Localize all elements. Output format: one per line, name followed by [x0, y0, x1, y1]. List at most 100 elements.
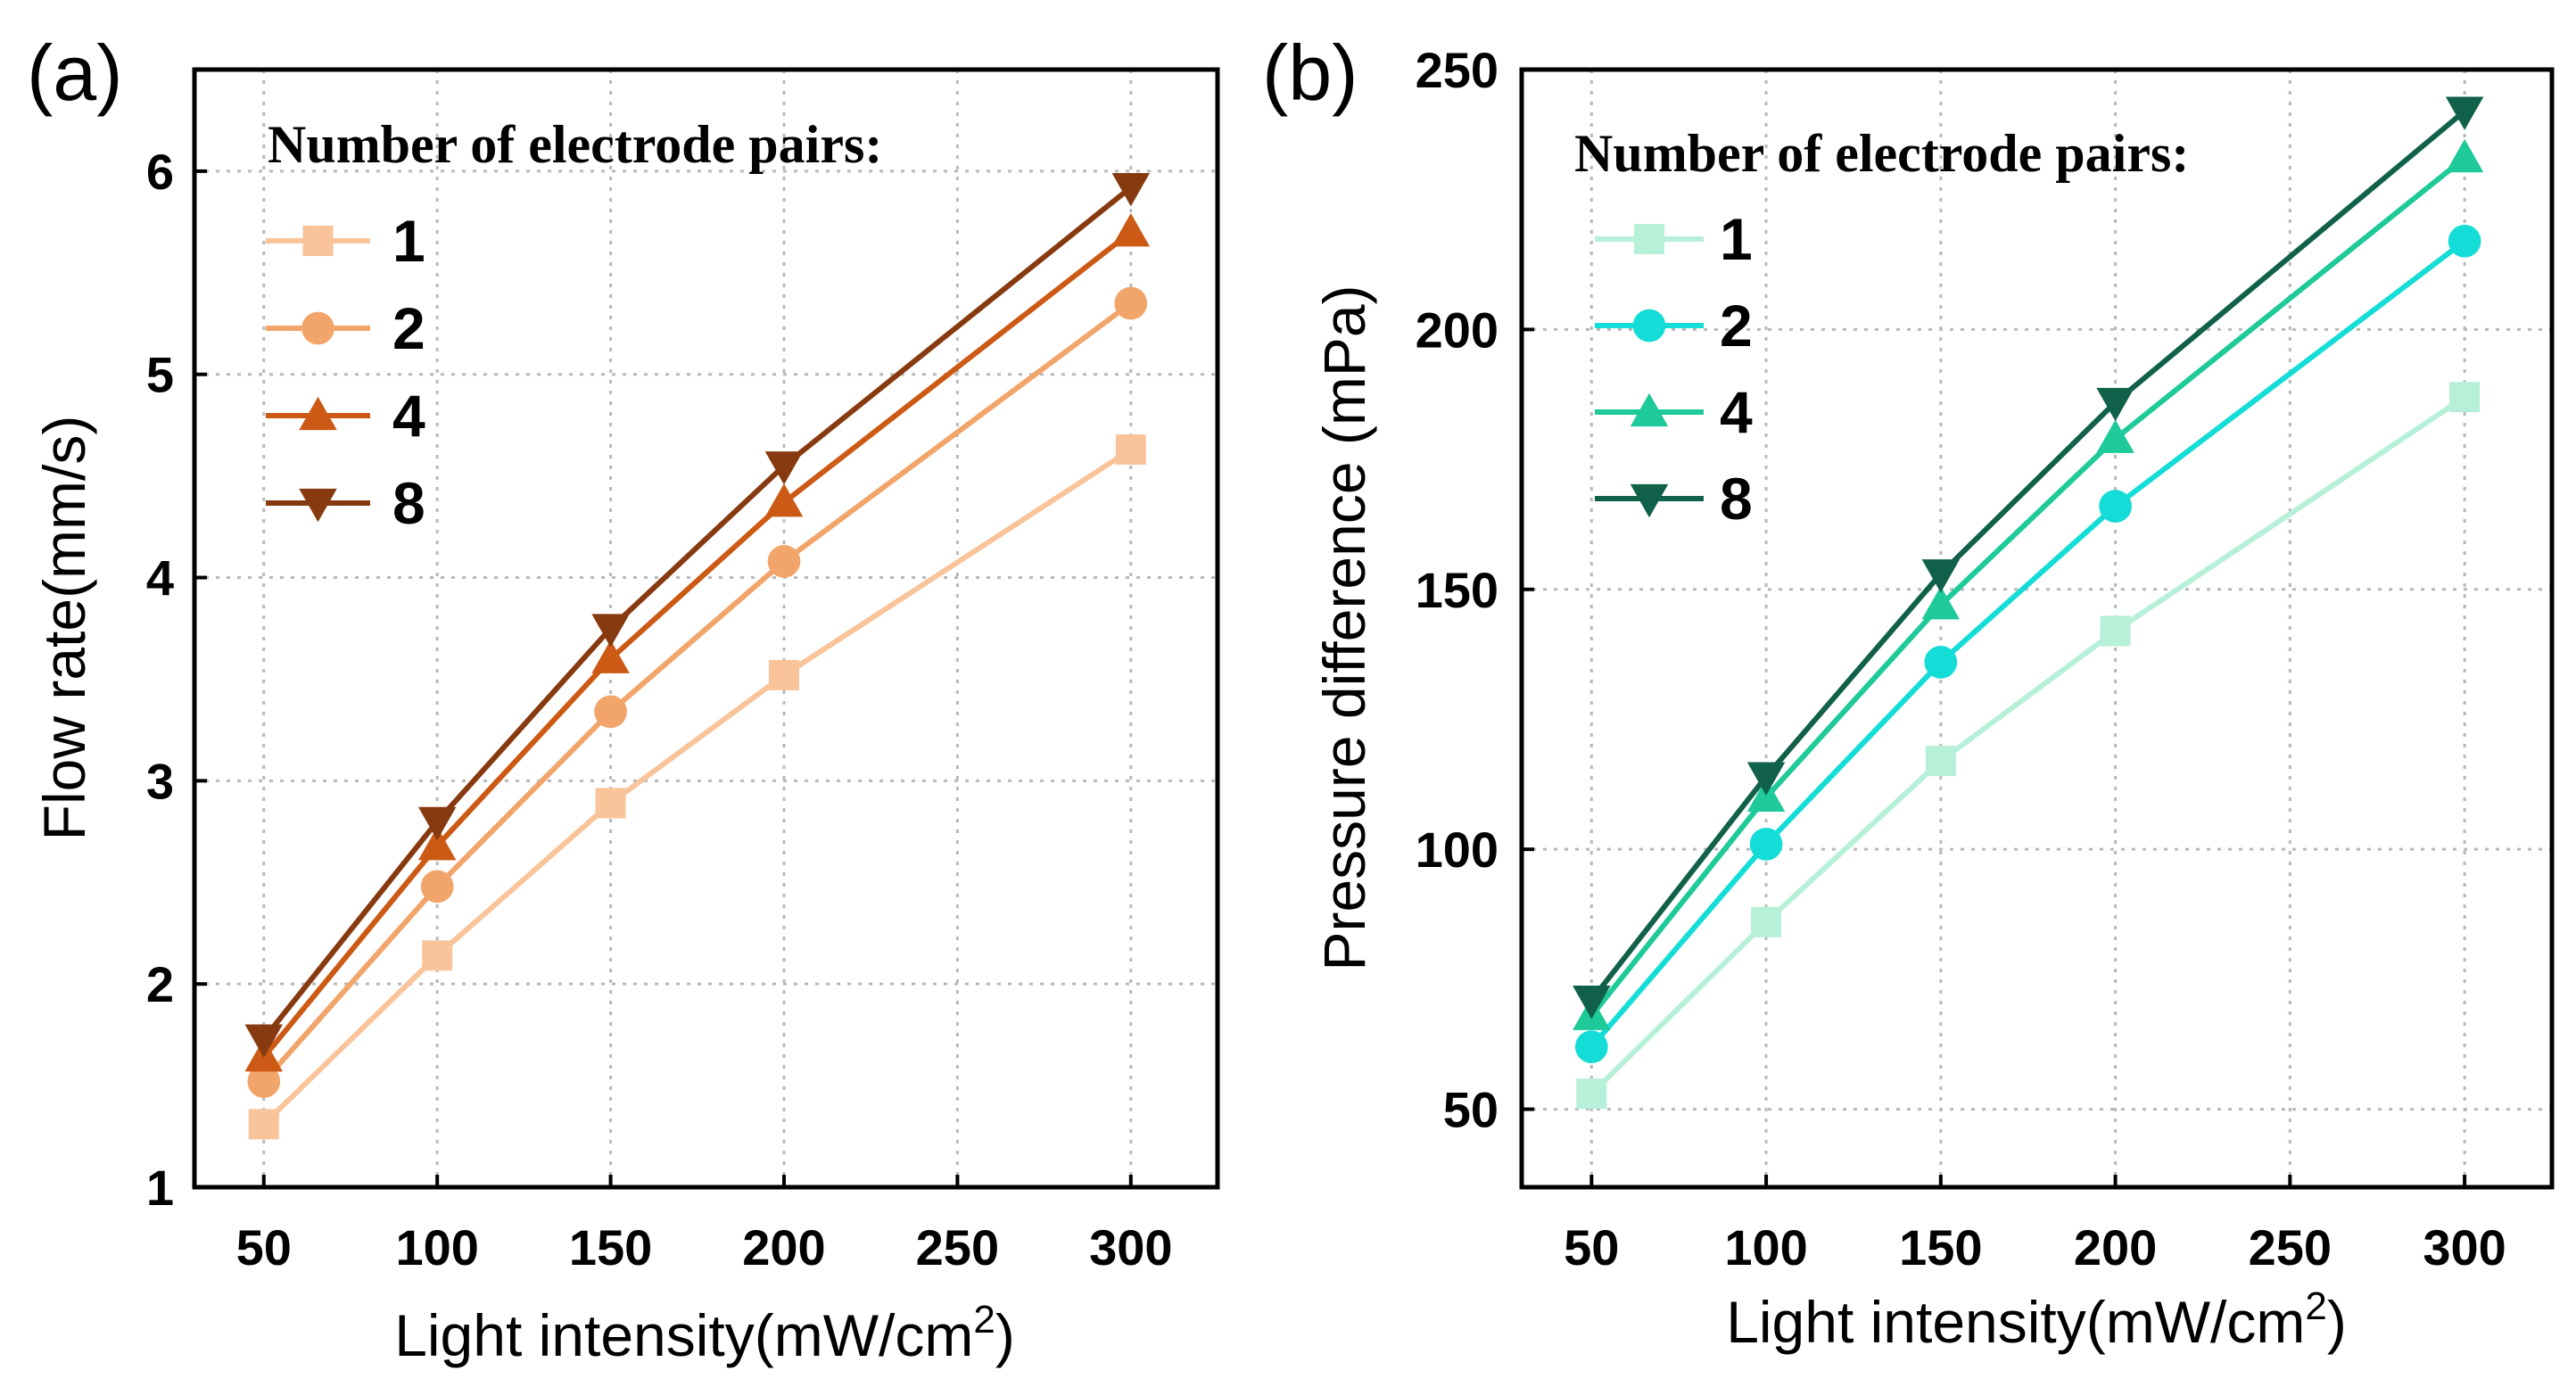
- panel-a-x-axis-label-end: ): [995, 1302, 1015, 1368]
- panel-a-legend: Number of electrode pairs: 1 2 4 8: [266, 115, 882, 536]
- series-2-point: [420, 870, 454, 904]
- y-tick-label: 200: [1416, 301, 1499, 358]
- x-tick-label: 150: [1899, 1219, 1982, 1276]
- y-tick-label: 4: [146, 550, 174, 607]
- series-1-point: [1115, 434, 1146, 466]
- panel-a-legend-title: Number of electrode pairs:: [268, 115, 882, 174]
- x-tick-label: 300: [2423, 1219, 2506, 1276]
- legend-label-4: 4: [392, 383, 425, 449]
- series-4-point: [417, 827, 457, 861]
- series-4: [244, 213, 1151, 1072]
- series-4-point: [1111, 213, 1151, 247]
- series-2-point: [767, 544, 801, 578]
- series-2-point: [594, 695, 627, 729]
- series-1-point: [595, 788, 626, 819]
- x-tick-label: 50: [1564, 1219, 1619, 1276]
- series-2-point: [2448, 224, 2481, 258]
- legend-label-8: 8: [1720, 466, 1753, 532]
- x-tick-label: 250: [2249, 1219, 2332, 1276]
- series-2-point: [2099, 490, 2132, 523]
- series-8-point: [2096, 387, 2134, 422]
- x-tick-label: 200: [742, 1219, 825, 1276]
- legend-marker-8: [1630, 483, 1669, 518]
- series-1: [248, 434, 1146, 1140]
- panel-b-x-axis-label-main: Light intensity(mW/cm: [1726, 1289, 2305, 1355]
- legend-marker-2: [301, 311, 334, 345]
- series-2: [1574, 224, 2481, 1064]
- series-8-point: [1573, 986, 1611, 1020]
- y-tick-label: 2: [146, 956, 174, 1012]
- series-1-point: [2449, 382, 2481, 413]
- series-8-point: [764, 451, 804, 485]
- series-1-point: [422, 940, 453, 971]
- panel-b-label: (b): [1262, 29, 1358, 117]
- y-tick-label: 100: [1416, 821, 1499, 878]
- panel-b-plot-frame: [1519, 67, 2555, 1190]
- series-4-point: [591, 640, 630, 673]
- panel-a-grid: [194, 70, 1218, 1189]
- series-4-point: [764, 483, 804, 517]
- legend-label-2: 2: [1720, 293, 1753, 359]
- legend-marker-8: [299, 488, 337, 523]
- legend-label-8: 8: [392, 470, 425, 536]
- x-tick-label: 100: [395, 1219, 478, 1276]
- panel-b-y-axis-label: Pressure difference (mPa): [1311, 285, 1377, 970]
- series-8-point: [1111, 172, 1151, 207]
- x-tick-label: 150: [569, 1219, 652, 1276]
- series-8-point: [1746, 762, 1786, 796]
- x-tick-label: 200: [2074, 1219, 2157, 1276]
- panel-a-plot-frame: [192, 67, 1220, 1190]
- series-1-point: [1751, 906, 1782, 937]
- series-1-point: [2100, 615, 2131, 647]
- panel-a-series: [244, 172, 1151, 1140]
- panel-a-x-axis-label-main: Light intensity(mW/cm: [394, 1302, 973, 1368]
- panel-a-label: (a): [27, 29, 123, 117]
- legend-marker-2: [1632, 309, 1666, 343]
- series-2-point: [1924, 646, 1958, 679]
- series-8-point: [244, 1024, 284, 1058]
- panel-a-x-ticks: 50 100 150 200 250 300: [236, 1175, 1173, 1276]
- panel-b-legend: Number of electrode pairs: 1 2 4 8: [1574, 124, 2189, 532]
- panel-b-x-ticks: 50 100 150 200 250 300: [1564, 1175, 2506, 1276]
- panel-b-y-ticks: 50 100 150 200 250: [1416, 42, 1534, 1138]
- y-tick-label: 1: [146, 1160, 174, 1216]
- series-1-point: [1925, 746, 1956, 777]
- legend-marker-1: [1634, 224, 1664, 254]
- panel-a-x-axis-label-superscript: 2: [973, 1298, 995, 1342]
- panel-b-legend-title: Number of electrode pairs:: [1574, 124, 2189, 183]
- x-tick-label: 250: [916, 1219, 999, 1276]
- panel-b-x-axis-label-end: ): [2327, 1289, 2347, 1355]
- y-tick-label: 150: [1416, 562, 1499, 618]
- series-8-point: [2445, 96, 2484, 130]
- y-tick-label: 3: [146, 753, 174, 809]
- legend-marker-4: [1630, 392, 1669, 427]
- y-tick-label: 6: [146, 144, 174, 200]
- series-2-point: [1114, 286, 1148, 320]
- series-2-line: [1589, 238, 2466, 1049]
- panel-a-x-axis-label: Light intensity(mW/cm2): [394, 1298, 1015, 1368]
- series-2-point: [1574, 1030, 1608, 1064]
- panel-a-flow-rate-chart: (a) 1 2 3 4 5 6 50 100 150 200 250 300 Flow rate(m…: [27, 29, 1220, 1368]
- series-1-point: [1576, 1078, 1607, 1110]
- series-8: [1573, 96, 2484, 1020]
- series-4-point: [2445, 138, 2484, 173]
- series-8: [244, 172, 1151, 1058]
- series-2-point: [1749, 827, 1783, 861]
- series-8-point: [591, 614, 630, 648]
- legend-label-1: 1: [1720, 206, 1753, 272]
- y-tick-label: 250: [1416, 42, 1499, 98]
- series-2: [247, 286, 1148, 1098]
- panel-b-x-axis-label: Light intensity(mW/cm2): [1726, 1284, 2347, 1355]
- panel-a-y-axis-label: Flow rate(mm/s): [31, 416, 97, 841]
- panel-b-x-axis-label-superscript: 2: [2305, 1284, 2326, 1328]
- legend-marker-4: [299, 396, 337, 431]
- panel-b-pressure-difference-chart: (b) 50 100 150 200 250 50 100 150 200 250 300 Pre…: [1262, 29, 2555, 1355]
- x-tick-label: 100: [1724, 1219, 1807, 1276]
- series-8-point: [1921, 559, 1961, 593]
- panel-b-series: [1573, 96, 2484, 1110]
- y-tick-label: 50: [1443, 1082, 1499, 1138]
- legend-label-4: 4: [1720, 379, 1753, 445]
- legend-marker-1: [302, 226, 334, 256]
- legend-label-2: 2: [392, 295, 425, 361]
